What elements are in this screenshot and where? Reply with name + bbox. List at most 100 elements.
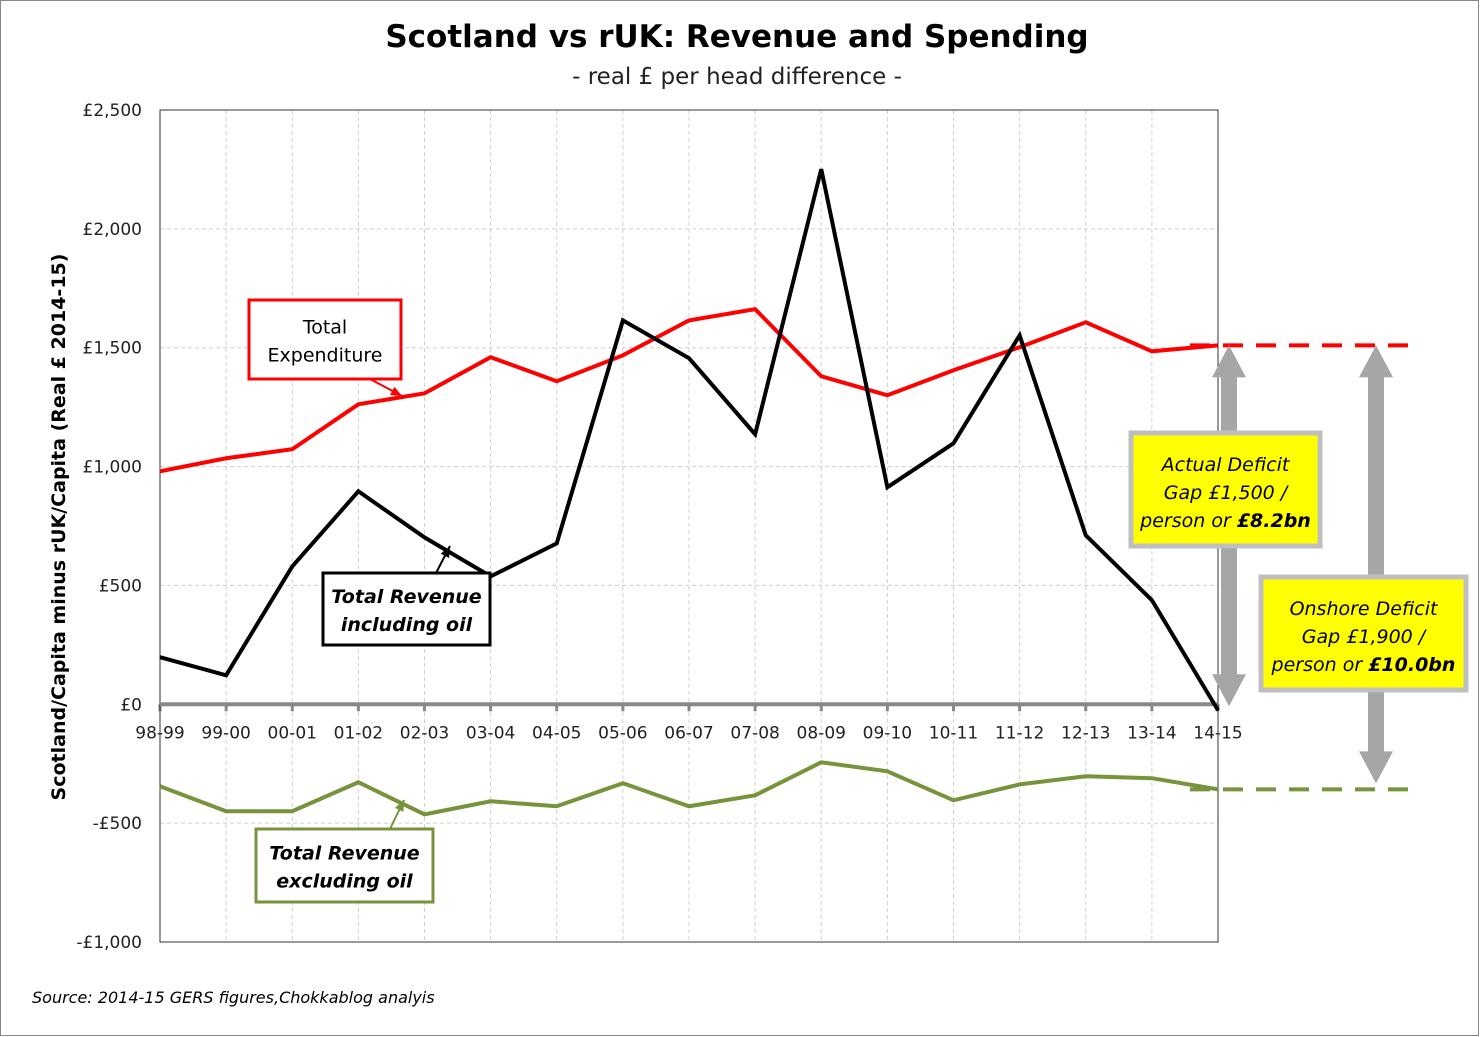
data-point — [820, 168, 822, 170]
revenue-incl-oil-label-box-text: Total Revenue — [331, 586, 481, 608]
actual-deficit-box — [1128, 430, 1323, 549]
data-point — [291, 810, 293, 812]
revenue-excl-oil-label-box-arrowhead — [394, 800, 404, 812]
data-point — [357, 490, 359, 492]
data-point — [490, 356, 492, 358]
y-tick-label: £1,500 — [83, 339, 142, 359]
x-tick-label: 01-02 — [334, 723, 383, 743]
data-point — [291, 565, 293, 567]
data-point — [953, 369, 954, 371]
data-point — [424, 536, 425, 538]
expenditure-label-box-text: Total — [302, 317, 347, 339]
data-point — [1085, 321, 1087, 323]
data-point — [1019, 346, 1021, 348]
actual-deficit-box-text: person or £8.2bn — [1139, 510, 1311, 532]
annotation-text: person or — [1271, 654, 1369, 676]
onshore-deficit-box — [1258, 574, 1469, 693]
data-point — [424, 392, 425, 394]
data-point — [357, 781, 359, 783]
data-point — [754, 433, 756, 435]
data-point — [1217, 709, 1219, 711]
y-tick-label: £2,000 — [83, 220, 142, 240]
expenditure-label-box-arrowhead — [390, 386, 402, 396]
data-point — [1085, 534, 1087, 536]
data-point — [1019, 334, 1021, 336]
data-point — [754, 794, 756, 796]
data-point — [1151, 599, 1153, 601]
data-point — [291, 448, 293, 450]
data-point — [820, 761, 822, 763]
data-point — [622, 354, 624, 356]
x-tick-label: 10-11 — [929, 723, 978, 743]
onshore-deficit-box-text: Gap £1,900 / — [1302, 626, 1428, 648]
x-tick-label: 13-14 — [1127, 723, 1176, 743]
data-point — [820, 375, 822, 377]
x-tick-label: 11-12 — [995, 723, 1044, 743]
data-point — [424, 813, 425, 815]
data-point — [1151, 777, 1153, 779]
chart-title: Scotland vs rUK: Revenue and Spending — [385, 19, 1088, 55]
y-tick-label: -£500 — [93, 814, 142, 834]
annotation-amount: £10.0bn — [1368, 654, 1455, 676]
onshore-deficit-arrow-head-down — [1359, 751, 1393, 784]
data-point — [1217, 344, 1219, 346]
data-point — [225, 457, 227, 459]
expenditure-label-box — [247, 298, 403, 381]
data-point — [688, 805, 690, 807]
data-point — [622, 782, 624, 784]
data-point — [1217, 788, 1219, 790]
revenue-excl-oil-label-box — [254, 827, 435, 904]
revenue-incl-oil-label-box-text: including oil — [341, 614, 473, 636]
x-tick-label: 00-01 — [268, 723, 317, 743]
data-point — [688, 319, 690, 321]
x-tick-label: 09-10 — [863, 723, 912, 743]
y-tick-label: -£1,000 — [76, 933, 142, 953]
y-tick-label: £500 — [99, 576, 142, 596]
data-point — [159, 785, 161, 787]
x-tick-label: 07-08 — [730, 723, 779, 743]
data-point — [953, 799, 954, 801]
data-point — [357, 403, 359, 405]
source-note: Source: 2014-15 GERS figures,Chokkablog … — [32, 988, 435, 1007]
data-point — [622, 319, 624, 321]
y-tick-label: £1,000 — [83, 458, 142, 478]
data-point — [1085, 775, 1087, 777]
x-tick-label: 99-00 — [201, 723, 250, 743]
actual-deficit-box-text: Actual Deficit — [1160, 454, 1291, 476]
actual-deficit-box-text: Gap £1,500 / — [1164, 482, 1290, 504]
data-point — [1151, 350, 1153, 352]
revenue-excl-oil-label-box-text: Total Revenue — [269, 843, 419, 865]
data-point — [886, 394, 888, 396]
annotation-text: person or — [1139, 510, 1237, 532]
x-tick-label: 04-05 — [532, 723, 581, 743]
x-tick-label: 02-03 — [400, 723, 449, 743]
x-tick-label: 05-06 — [598, 723, 647, 743]
data-point — [556, 380, 558, 382]
data-point — [490, 800, 492, 802]
x-tick-label: 03-04 — [466, 723, 515, 743]
onshore-deficit-box-text: Onshore Deficit — [1290, 598, 1439, 620]
data-point — [953, 442, 954, 444]
data-point — [225, 674, 227, 676]
data-point — [754, 308, 756, 310]
y-tick-label: £2,500 — [83, 101, 142, 121]
data-point — [886, 486, 888, 488]
onshore-deficit-arrow-head-up — [1359, 345, 1393, 378]
actual-deficit-arrow-head-up — [1212, 345, 1246, 378]
actual-deficit-arrow-head-down — [1212, 674, 1246, 707]
x-tick-label: 06-07 — [664, 723, 713, 743]
revenue-incl-oil-label-box — [321, 571, 492, 647]
data-point — [556, 805, 558, 807]
x-tick-label: 08-09 — [797, 723, 846, 743]
chart-subtitle: - real £ per head difference - — [572, 64, 902, 90]
revenue-incl-oil-label-box-arrowhead — [440, 546, 450, 558]
annotation-amount: £8.2bn — [1237, 510, 1311, 532]
data-point — [886, 770, 888, 772]
data-point — [688, 357, 690, 359]
data-point — [159, 656, 161, 658]
y-axis-label: Scotland/Capita minus rUK/Capita (Real £… — [48, 254, 70, 801]
data-point — [225, 810, 227, 812]
data-point — [1019, 783, 1021, 785]
